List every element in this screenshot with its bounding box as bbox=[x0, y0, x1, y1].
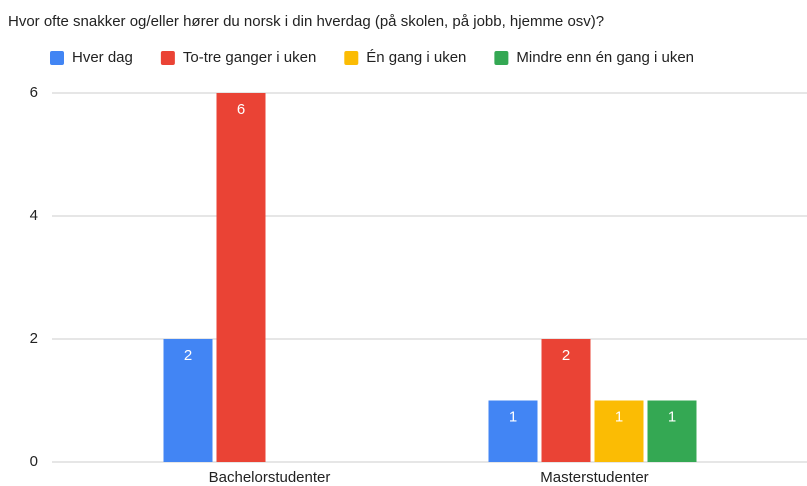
legend-label: Hver dag bbox=[72, 49, 133, 66]
legend-label: To-tre ganger i uken bbox=[183, 49, 316, 66]
bar bbox=[647, 400, 697, 462]
data-label: 1 bbox=[509, 408, 517, 425]
data-label: 6 bbox=[237, 101, 245, 118]
y-tick-label: 0 bbox=[30, 453, 38, 470]
data-label: 1 bbox=[668, 408, 676, 425]
bar bbox=[594, 400, 644, 462]
legend-label: Mindre enn én gang i uken bbox=[516, 49, 694, 66]
data-label: 1 bbox=[615, 408, 623, 425]
y-tick-label: 4 bbox=[30, 207, 38, 224]
legend-swatch bbox=[494, 51, 509, 65]
chart-title: Hvor ofte snakker og/eller hører du nors… bbox=[8, 13, 604, 30]
bar bbox=[163, 339, 213, 462]
x-tick-label: Bachelorstudenter bbox=[209, 469, 331, 486]
x-tick-label: Masterstudenter bbox=[540, 469, 648, 486]
y-tick-label: 2 bbox=[30, 330, 38, 347]
bar bbox=[488, 400, 538, 462]
data-label: 2 bbox=[562, 347, 570, 364]
legend-swatch bbox=[344, 51, 359, 65]
y-tick-label: 6 bbox=[30, 84, 38, 101]
legend-swatch bbox=[160, 51, 175, 65]
data-label: 2 bbox=[184, 347, 192, 364]
legend-swatch bbox=[50, 51, 64, 65]
bar bbox=[216, 93, 266, 462]
bar bbox=[541, 339, 591, 462]
legend-label: Én gang i uken bbox=[366, 49, 466, 66]
